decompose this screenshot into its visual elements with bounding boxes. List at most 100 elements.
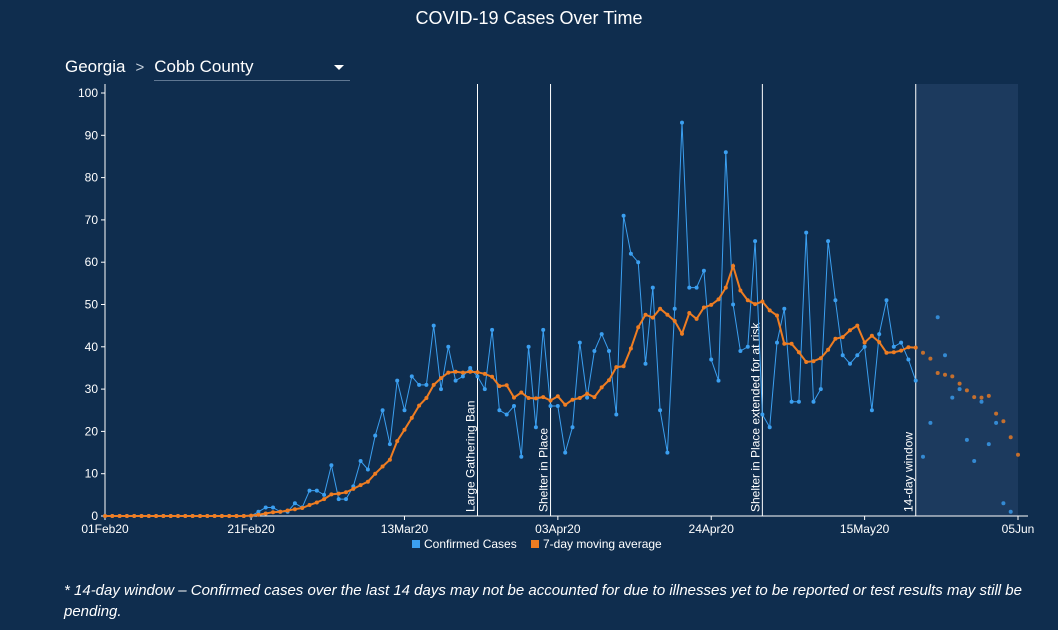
moving-average-point [782,341,787,346]
moving-average-point [979,395,984,400]
chevron-down-icon[interactable] [334,64,345,70]
confirmed-cases-point [607,349,611,353]
confirmed-cases-point [986,442,991,447]
confirmed-cases-point [957,387,962,392]
moving-average-point [212,514,217,518]
moving-average-point [1016,452,1020,457]
moving-average-point [139,514,144,518]
moving-average-point [380,464,385,469]
moving-average-point [862,340,867,345]
confirmed-cases-point [263,505,268,510]
moving-average-point [402,427,407,432]
confirmed-cases-point [723,150,728,155]
moving-average-point [300,506,305,510]
confirmed-cases-point [738,349,743,353]
moving-average-point [592,395,597,400]
confirmed-cases-point [855,353,860,358]
moving-average-point [796,350,801,355]
x-tick-label: 03Apr20 [535,522,581,536]
moving-average-point [833,336,838,341]
event-label: Shelter in Place [537,428,551,512]
confirmed-cases-point [935,315,940,320]
moving-average-point [519,390,524,395]
moving-average-point [680,331,684,336]
moving-average-point [314,500,319,505]
confirmed-cases-point [709,357,714,362]
moving-average-point [716,297,721,302]
confirmed-cases-point [409,374,414,379]
moving-average-point [745,298,750,303]
confirmed-cases-point [402,408,407,413]
moving-average-point [424,396,429,400]
confirmed-cases-point [716,378,721,383]
moving-average-point [475,370,480,375]
moving-average-point [168,514,173,518]
moving-average-point [132,514,137,518]
confirmed-cases-point [782,306,787,311]
confirmed-cases-point [775,340,779,345]
breadcrumb: Georgia > Cobb County [65,54,351,81]
moving-average-point [205,514,210,518]
confirmed-cases-point [687,285,692,290]
moving-average-point [512,395,516,400]
moving-average-point [877,340,882,345]
moving-average-point [950,374,955,379]
moving-average-point [738,288,743,293]
moving-average-point [628,346,633,351]
confirmed-cases-point [767,425,772,430]
confirmed-cases-point [964,437,969,442]
y-tick-label: 0 [91,509,98,523]
confirmed-cases-point [789,399,794,404]
confirmed-cases-series [103,120,1013,518]
confirmed-cases-point [512,404,516,408]
confirmed-cases-point [1008,509,1013,514]
moving-average-point [198,514,202,518]
confirmed-cases-point [694,285,699,290]
moving-average-point [709,302,714,307]
confirmed-cases-point [811,399,816,404]
legend: Confirmed Cases 7-day moving average [412,537,662,551]
moving-average-point [906,345,911,350]
x-tick-label: 15May20 [840,522,890,536]
confirmed-cases-point [490,327,495,332]
confirmed-cases-point [680,120,684,125]
confirmed-cases-point [307,488,312,493]
moving-average-point [818,356,823,361]
moving-average-point [431,382,436,387]
legend-swatch-confirmed [412,540,420,548]
legend-label-confirmed: Confirmed Cases [424,537,517,551]
confirmed-cases-point [592,349,597,353]
moving-average-point [636,325,641,330]
confirmed-cases-point [358,459,363,463]
confirmed-cases-point [292,501,297,506]
y-tick-label: 10 [85,467,99,481]
moving-average-point [154,514,159,518]
moving-average-point [227,514,232,518]
moving-average-point [767,308,772,313]
moving-average-point [234,514,239,518]
moving-average-point [935,371,940,375]
moving-average-point [621,364,626,369]
moving-average-point [775,313,779,318]
breadcrumb-state[interactable]: Georgia [65,57,126,76]
x-tick-label: 24Apr20 [689,522,735,536]
moving-average-point [504,383,509,388]
moving-average-point [490,374,495,379]
confirmed-cases-point [950,395,955,400]
moving-average-point [292,507,297,512]
confirmed-cases-point [322,492,327,497]
confirmed-cases-point [614,412,619,417]
moving-average-point [687,311,692,315]
event-label: Shelter in Place extended for at risk [748,322,762,512]
moving-average-point [409,415,414,420]
moving-average-point [899,348,904,353]
moving-average-point [826,347,831,352]
chart-title: COVID-19 Cases Over Time [415,8,643,28]
confirmed-cases-point [460,374,465,379]
moving-average-point [1008,435,1013,440]
moving-average-point [760,299,765,304]
moving-average-point [241,514,246,518]
confirmed-cases-point [541,327,546,332]
county-dropdown[interactable]: Cobb County [154,54,351,81]
confirmed-cases-point [884,298,889,303]
